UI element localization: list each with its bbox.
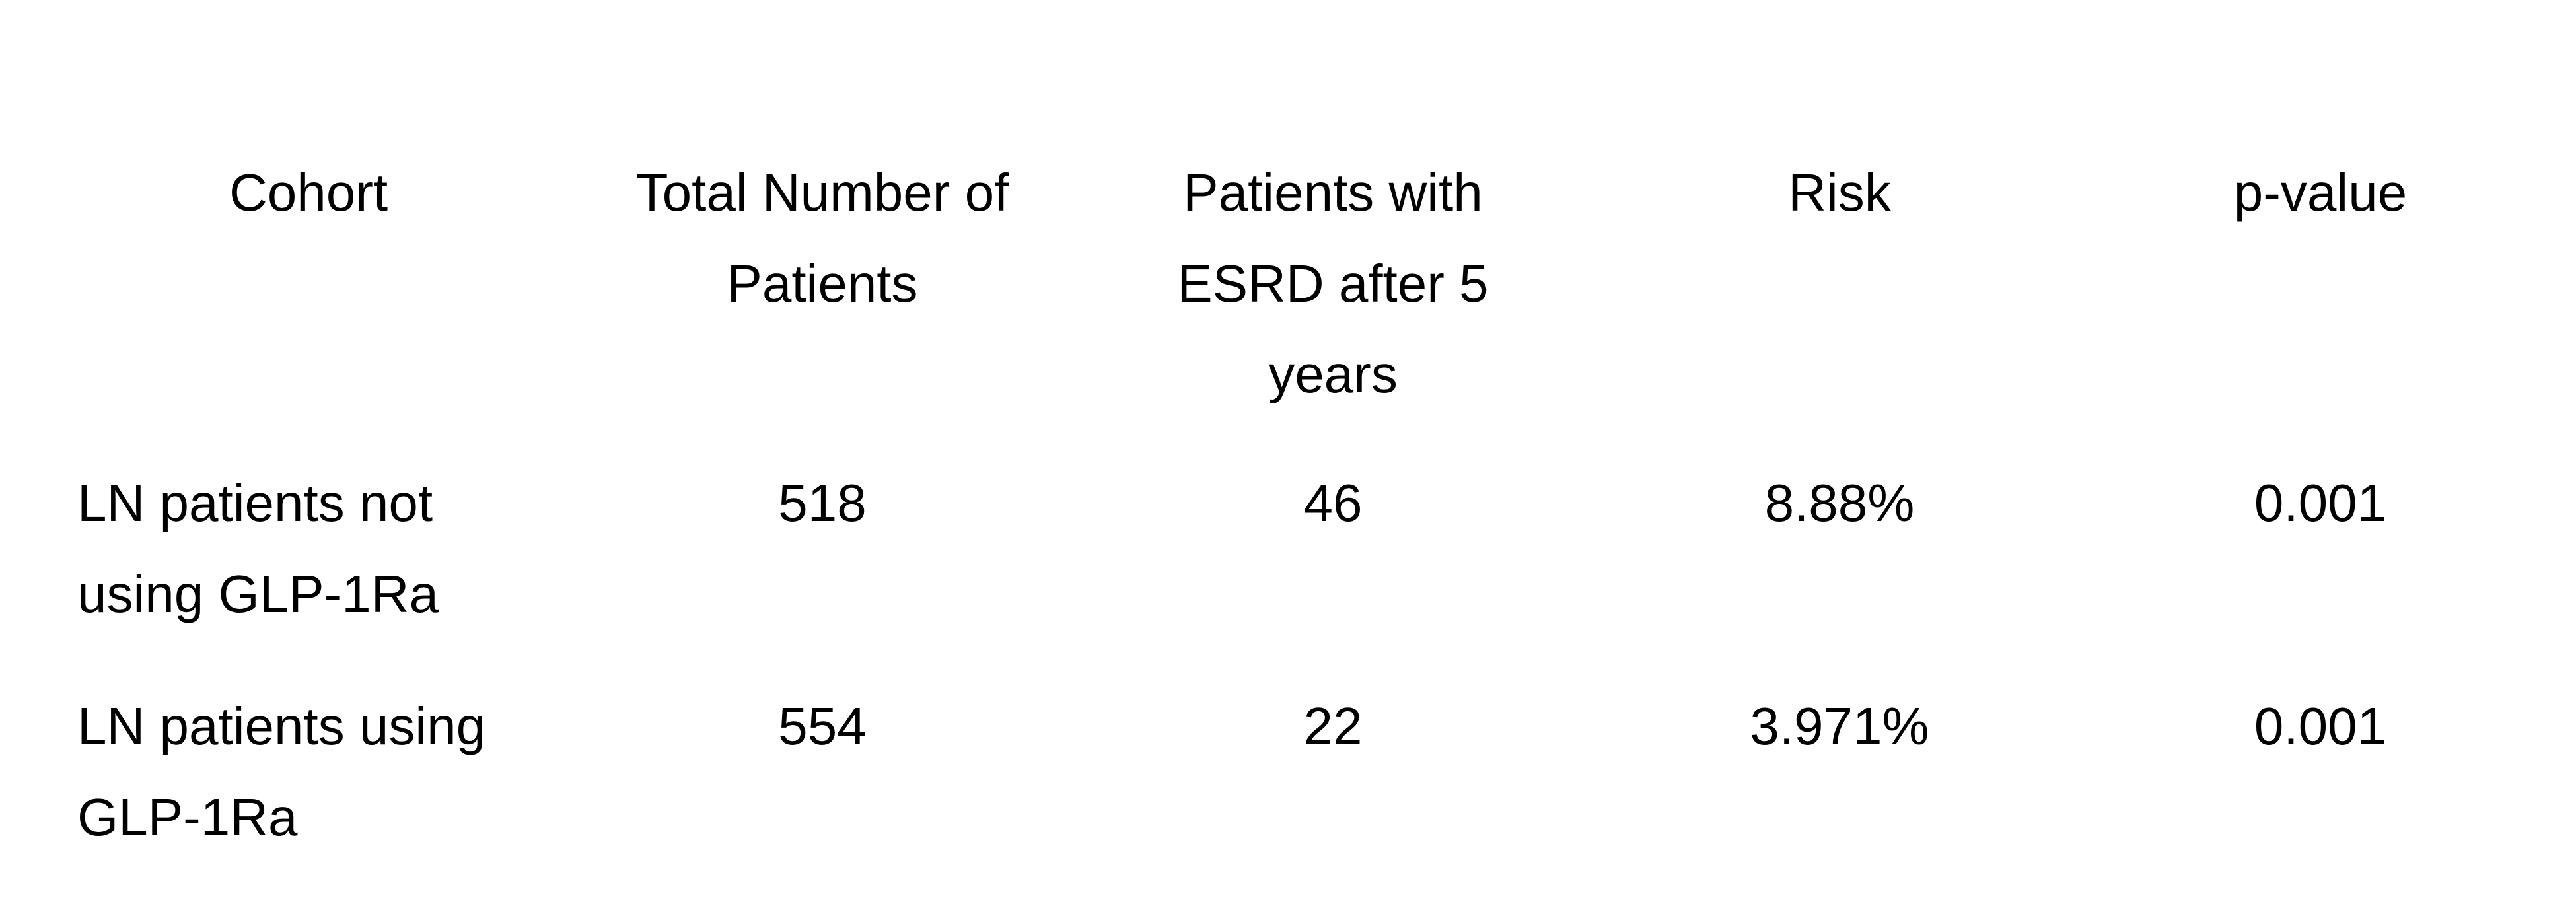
header-cell: Total Number of Patients bbox=[635, 163, 1009, 313]
header-cell: Risk bbox=[1788, 163, 1891, 222]
table-cell: 554 bbox=[778, 697, 867, 755]
cohort-cell: LN patients not using GLP-1Ra bbox=[77, 473, 439, 623]
table-cell: 0.001 bbox=[2254, 473, 2387, 532]
table-cell: 3.971% bbox=[1750, 697, 1929, 755]
header-cell: Patients with ESRD after 5 years bbox=[1177, 163, 1489, 403]
table-cell: 22 bbox=[1303, 697, 1363, 755]
table-cell: 518 bbox=[778, 473, 867, 532]
cohort-cell: LN patients using GLP-1Ra bbox=[77, 697, 486, 847]
header-cell: p-value bbox=[2233, 163, 2408, 222]
table-cell: 46 bbox=[1303, 473, 1363, 532]
header-cell: Cohort bbox=[229, 163, 388, 222]
table-cell: 8.88% bbox=[1764, 473, 1915, 532]
table-cell: 0.001 bbox=[2254, 697, 2387, 755]
